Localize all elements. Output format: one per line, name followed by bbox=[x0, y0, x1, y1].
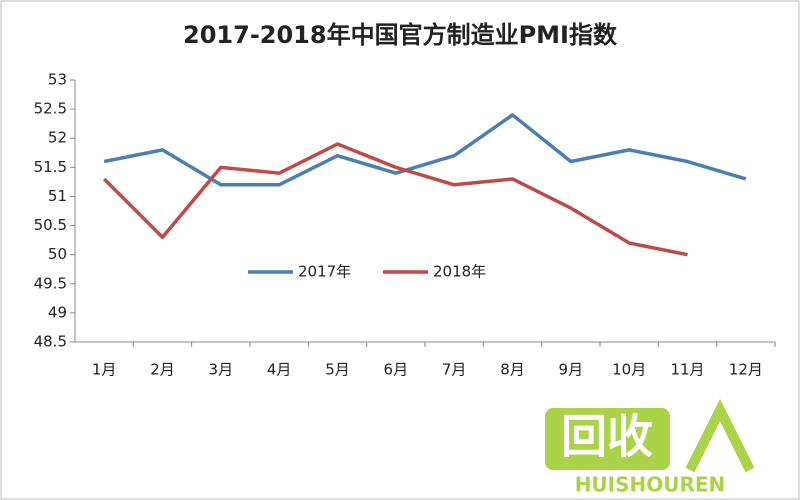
legend-label: 2017年 bbox=[298, 263, 351, 281]
y-tick-label: 51 bbox=[48, 187, 67, 205]
x-tick-label: 11月 bbox=[670, 361, 704, 379]
x-tick-label: 6月 bbox=[384, 361, 409, 379]
watermark: 回收 HUISHOUREN bbox=[545, 398, 755, 497]
x-tick-label: 10月 bbox=[612, 361, 646, 379]
legend-label: 2018年 bbox=[433, 263, 486, 281]
chart-title: 2017-2018年中国官方制造业PMI指数 bbox=[183, 21, 618, 49]
x-tick-label: 3月 bbox=[209, 361, 234, 379]
watermark-text: 回收 bbox=[561, 410, 653, 464]
watermark-logo bbox=[685, 398, 755, 473]
x-tick-label: 7月 bbox=[442, 361, 467, 379]
watermark-badge bbox=[545, 408, 670, 470]
watermark-brand: HUISHOUREN bbox=[575, 473, 726, 497]
x-tick-label: 8月 bbox=[500, 361, 525, 379]
x-tick-label: 1月 bbox=[92, 361, 117, 379]
x-tick-label: 4月 bbox=[267, 361, 292, 379]
y-tick-label: 52 bbox=[48, 129, 67, 147]
y-tick-label: 53 bbox=[48, 71, 67, 89]
x-tick-label: 12月 bbox=[729, 361, 763, 379]
y-tick-label: 50 bbox=[48, 245, 67, 263]
y-tick-label: 49.5 bbox=[34, 274, 67, 292]
y-tick-label: 51.5 bbox=[34, 158, 67, 176]
y-tick-label: 48.5 bbox=[34, 333, 67, 351]
y-tick-label: 49 bbox=[48, 303, 67, 321]
y-tick-label: 50.5 bbox=[34, 216, 67, 234]
y-tick-label: 52.5 bbox=[34, 100, 67, 118]
x-tick-label: 2月 bbox=[150, 361, 175, 379]
series-line bbox=[102, 142, 688, 257]
x-tick-label: 9月 bbox=[559, 361, 584, 379]
x-tick-label: 5月 bbox=[325, 361, 350, 379]
